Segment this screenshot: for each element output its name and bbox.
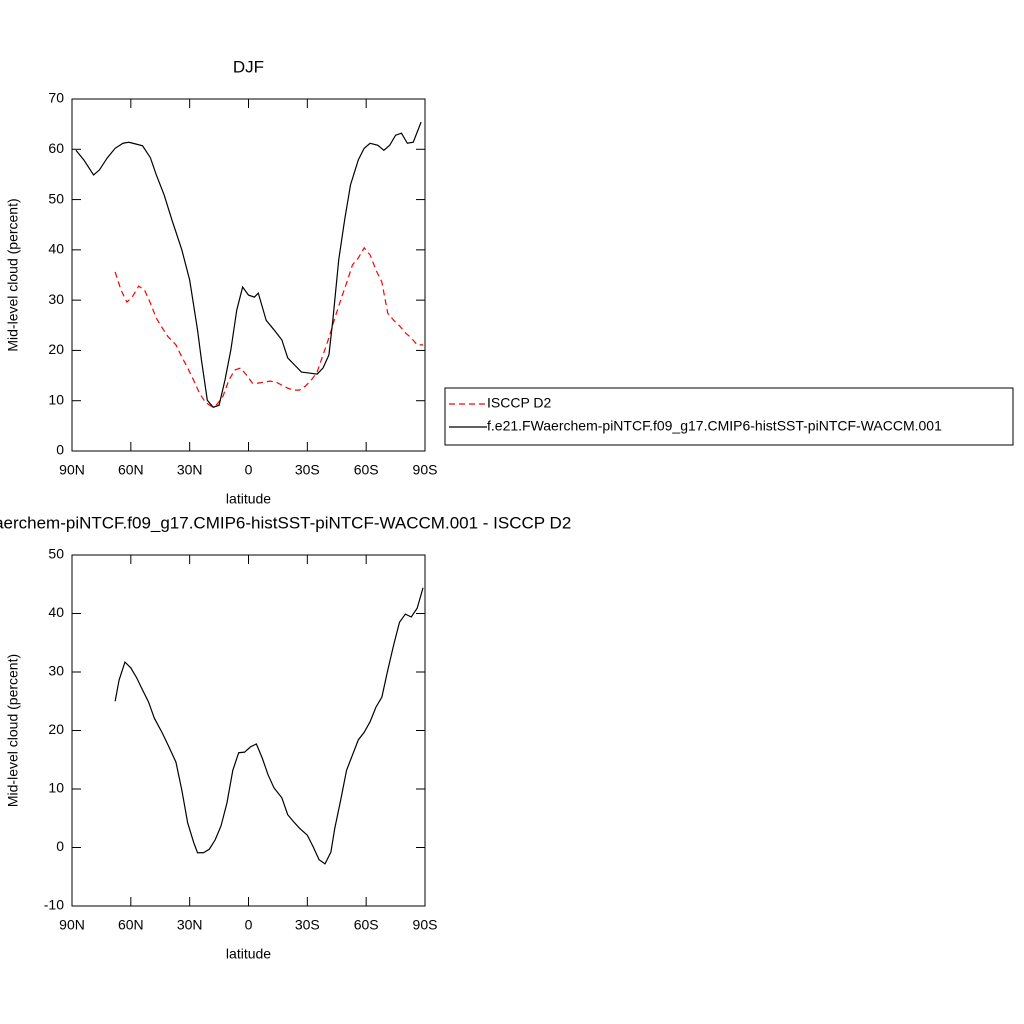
plot: DJF 0 10 20 30 40 50 60 70 90N 60N 30N 0 30S 60S 90S lat…	[5, 57, 1014, 507]
x-tick-label: 60S	[354, 917, 379, 933]
y-tick-label: 20	[48, 341, 64, 357]
y-tick-label: 50	[48, 190, 64, 206]
x-tick-label: 90S	[413, 917, 438, 933]
legend-label: f.e21.FWaerchem-piNTCF.f09_g17.CMIP6-his…	[487, 418, 942, 434]
x-axis-label: latitude	[226, 491, 271, 507]
legend-box	[444, 387, 1014, 446]
chart-title: f.e21.FWaerchem-piNTCF.f09_g17.CMIP6-his…	[0, 513, 571, 532]
x-tick-label: 0	[245, 917, 253, 933]
x-tick-label: 30S	[295, 917, 320, 933]
y-tick-label: 30	[48, 291, 64, 307]
x-axis-label: latitude	[226, 946, 271, 962]
y-axis-label: Mid-level cloud (percent)	[5, 654, 21, 807]
x-tick-label: 0	[245, 462, 253, 478]
y-tick-label: -10	[44, 897, 64, 913]
y-tick-label: 10	[48, 391, 64, 407]
x-tick-label: 90S	[413, 462, 438, 478]
legend-label: ISCCP D2	[487, 395, 552, 411]
chart-title: DJF	[233, 57, 264, 76]
y-tick-label: 60	[48, 140, 64, 156]
x-tick-label: 60S	[354, 462, 379, 478]
y-tick-label: 40	[48, 604, 64, 620]
y-tick-label: 10	[48, 780, 64, 796]
plot-frame	[71, 554, 426, 907]
plot-frame	[71, 98, 426, 452]
y-axis-label: Mid-level cloud (percent)	[5, 198, 21, 351]
x-tick-label: 30N	[177, 462, 203, 478]
x-tick-label: 30S	[295, 462, 320, 478]
y-tick-label: 20	[48, 721, 64, 737]
x-tick-label: 60N	[118, 462, 144, 478]
x-tick-label: 60N	[118, 917, 144, 933]
y-tick-label: 70	[48, 90, 64, 106]
series-line	[75, 121, 422, 408]
plot: f.e21.FWaerchem-piNTCF.f09_g17.CMIP6-his…	[0, 513, 571, 961]
x-tick-label: 90N	[59, 917, 85, 933]
x-tick-label: 30N	[177, 917, 203, 933]
x-tick-label: 90N	[59, 462, 85, 478]
y-tick-label: 30	[48, 663, 64, 679]
series-line	[114, 246, 424, 407]
y-tick-label: 50	[48, 546, 64, 562]
y-tick-label: 0	[56, 838, 64, 854]
y-tick-label: 40	[48, 241, 64, 257]
series-line	[114, 587, 424, 865]
y-tick-label: 0	[56, 442, 64, 458]
